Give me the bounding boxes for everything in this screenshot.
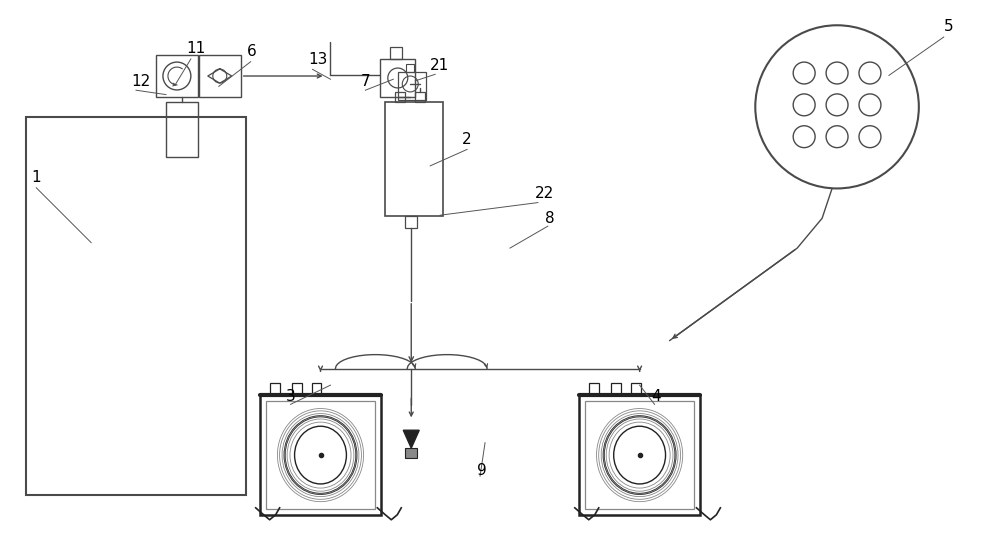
Text: 21: 21 [430,58,449,73]
Text: 2: 2 [462,132,472,147]
Text: 11: 11 [186,41,205,56]
Bar [390,47,402,59]
Bar [380,59,415,97]
Bar [166,102,198,156]
Bar [631,383,641,396]
Bar [405,217,417,228]
Bar [385,102,443,217]
Text: 13: 13 [309,52,328,67]
Bar [405,448,417,458]
Bar [199,55,241,97]
Bar [292,383,302,396]
Bar [266,401,375,509]
Bar [406,64,414,72]
Bar [156,55,198,97]
Bar [585,401,694,509]
Bar [398,72,426,100]
Bar [312,383,321,396]
Text: 1: 1 [31,170,41,185]
Bar [26,117,246,495]
Text: 8: 8 [545,211,555,226]
Text: 9: 9 [477,463,487,478]
Bar [395,92,405,102]
Text: 6: 6 [247,44,256,59]
Text: 12: 12 [131,74,150,89]
Text: 5: 5 [944,19,953,34]
Text: 3: 3 [286,390,295,404]
Bar [611,383,621,396]
Bar [415,92,425,102]
Bar [579,396,700,515]
Bar [260,396,381,515]
Bar [270,383,280,396]
Polygon shape [403,430,419,448]
Text: 4: 4 [652,390,661,404]
Text: 22: 22 [535,186,554,202]
Bar [589,383,599,396]
Text: 7: 7 [360,74,370,89]
